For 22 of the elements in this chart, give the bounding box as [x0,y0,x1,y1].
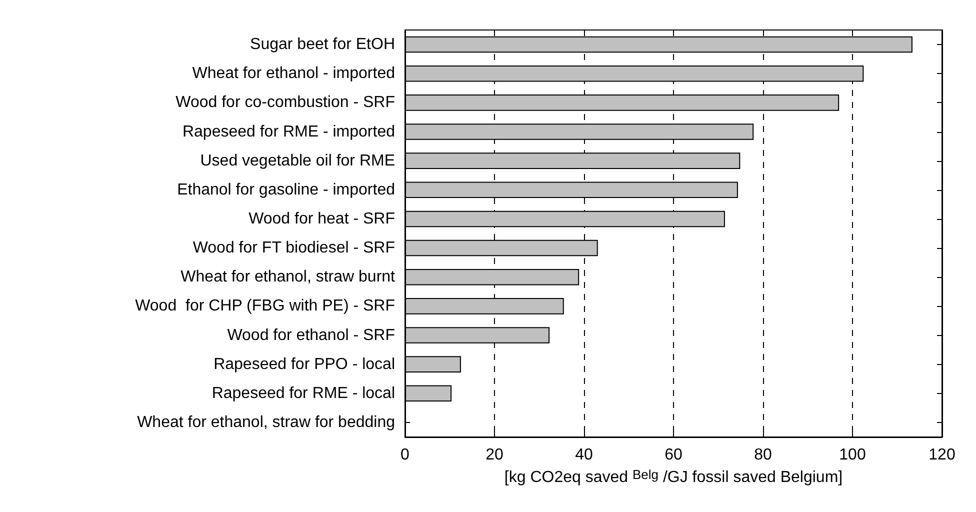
x-tick-label: 0 [400,446,410,464]
y-tick-label: Wood for co-combustion - SRF [176,94,396,112]
x-tick-label: 60 [664,446,682,464]
x-tick-label: 100 [839,446,866,464]
y-tick-label: Sugar beet for EtOH [250,36,395,54]
y-tick-label: Rapeseed for PPO - local [214,356,395,373]
y-tick-label: Wood for CHP (FBG with PE) - SRF [135,298,396,315]
x-tick-label: 20 [486,446,504,464]
x-tick-label: 120 [928,446,956,464]
y-tick-label: Wood for heat - SRF [248,210,396,228]
x-tick-label: 80 [754,446,772,464]
y-tick-label: Rapeseed for RME - imported [182,123,395,140]
y-tick-label: Wheat for ethanol, straw burnt [180,268,396,286]
y-tick-label: Wheat for ethanol, straw for bedding [137,414,395,431]
x-tick-label: 40 [575,446,593,464]
y-tick-label: Ethanol for gasoline - imported [177,181,395,198]
y-tick-label: Rapeseed for RME - local [212,384,395,402]
y-tick-label: Wheat for ethanol - imported [192,65,395,82]
y-tick-label: Wood for FT biodiesel - SRF [192,240,396,257]
y-tick-label: Wood for ethanol - SRF [227,326,396,344]
y-tick-label: Used vegetable oil for RME [200,152,395,170]
x-axis-title: [kg CO2eq saved Belg /GJ fossil saved Belgium] [504,466,843,486]
